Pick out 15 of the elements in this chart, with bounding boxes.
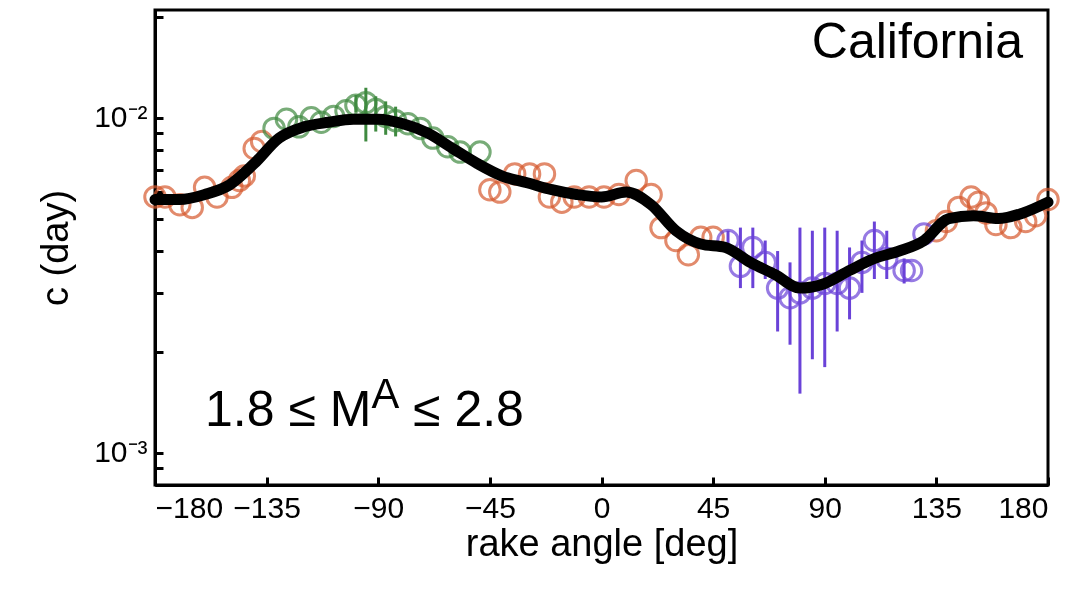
x-axis-title: rake angle [deg] (465, 521, 739, 564)
x-tick-label: 90 (808, 490, 842, 524)
y-axis-title: c (day) (34, 189, 77, 307)
x-tick-label: 180 (998, 490, 1049, 524)
annotation: 1.8 ≤ M$^{A}$ ≤ 2.8 (205, 370, 524, 438)
x-tick-label: 45 (696, 490, 731, 524)
x-tick-label: −45 (464, 490, 516, 524)
x-tick-label: −180 (155, 490, 224, 524)
x-tick-label: 135 (911, 490, 962, 524)
annotation: California (811, 12, 1023, 70)
y-tick-label: 10⁻³ (94, 435, 148, 469)
x-tick-label: −90 (353, 490, 405, 524)
y-tick-label: 10⁻² (94, 100, 148, 134)
x-tick-label: 0 (593, 490, 611, 524)
x-tick-label: −135 (233, 490, 301, 524)
